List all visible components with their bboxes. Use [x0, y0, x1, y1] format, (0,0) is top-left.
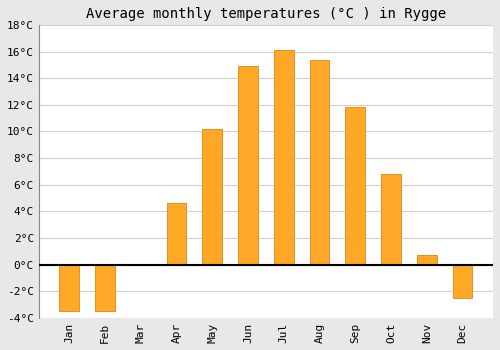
Bar	[166, 203, 186, 265]
Bar	[202, 129, 222, 265]
Bar	[452, 265, 472, 298]
Bar	[274, 50, 293, 265]
Bar	[238, 66, 258, 265]
Bar	[95, 265, 115, 311]
Bar	[381, 174, 401, 265]
Bar	[310, 60, 330, 265]
Bar	[60, 265, 79, 311]
Bar	[417, 256, 436, 265]
Title: Average monthly temperatures (°C ) in Rygge: Average monthly temperatures (°C ) in Ry…	[86, 7, 446, 21]
Bar	[346, 107, 365, 265]
